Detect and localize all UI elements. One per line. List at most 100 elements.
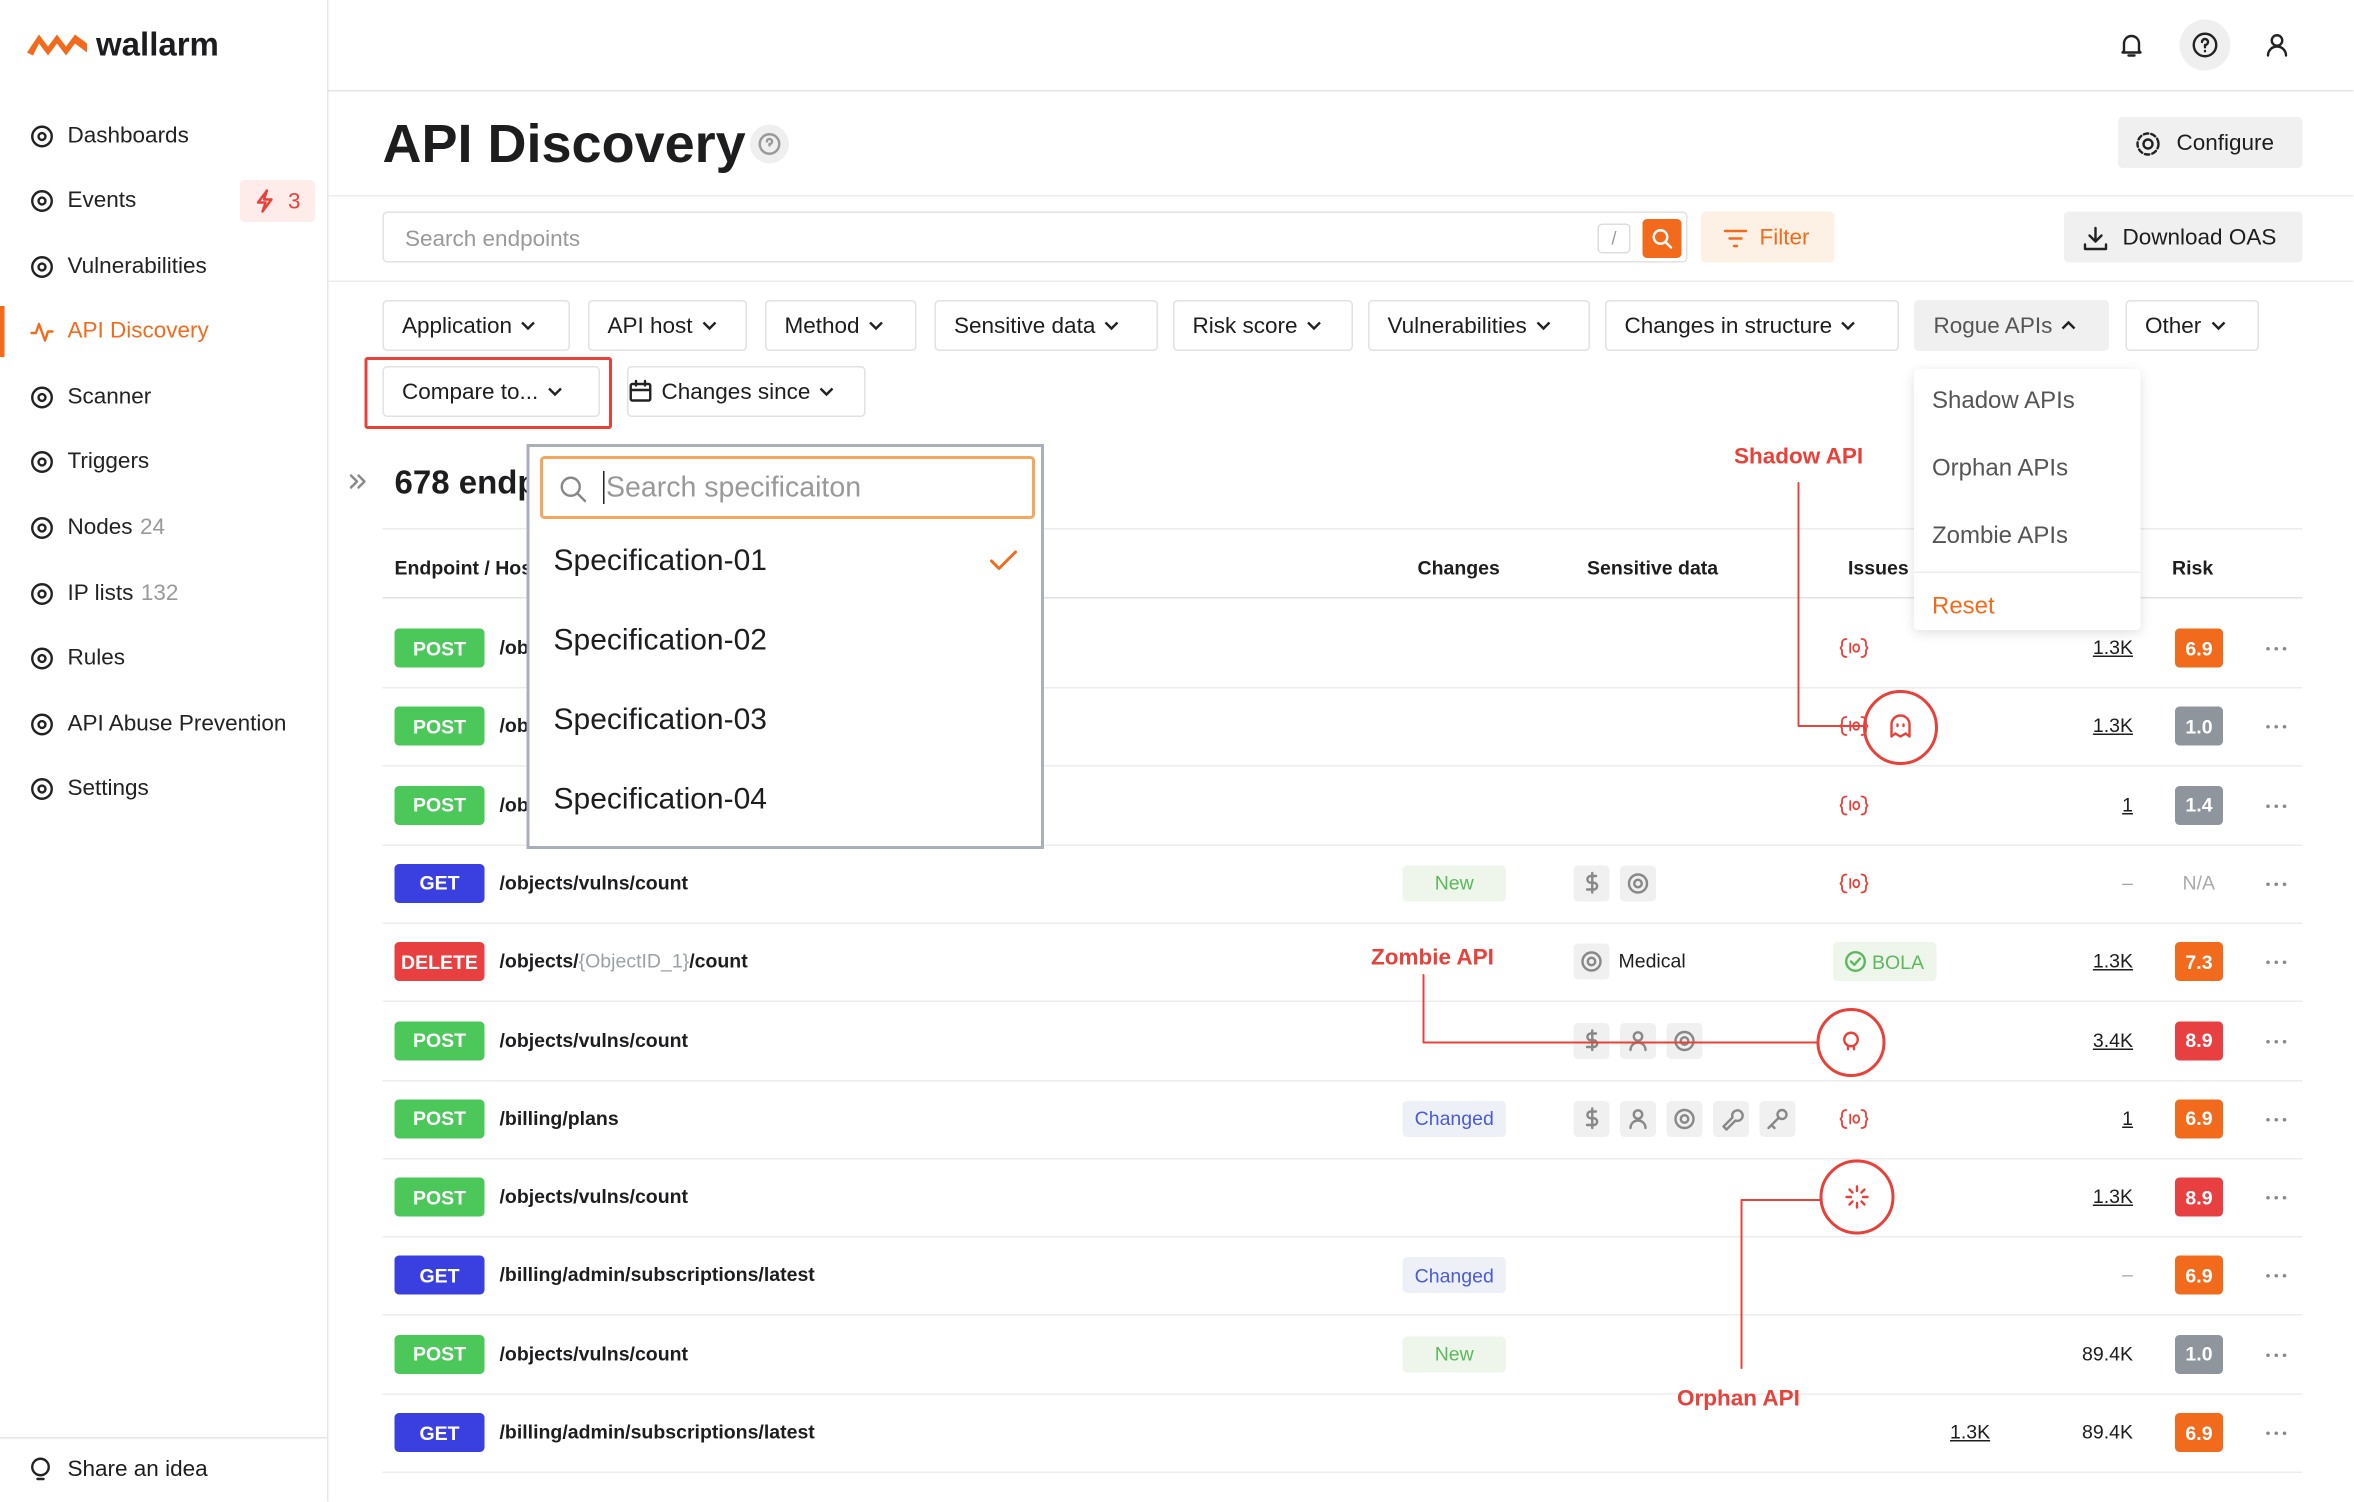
- search-button[interactable]: [1642, 219, 1682, 258]
- rogue-option[interactable]: Zombie APIs: [1932, 523, 2069, 549]
- nav-label: Vulnerabilities: [67, 253, 207, 279]
- icon: [1722, 1108, 1744, 1131]
- spec-option[interactable]: Specification-02: [553, 624, 767, 657]
- path-segment: {ObjectID_1}: [578, 949, 690, 973]
- more-icon: [2266, 725, 2287, 729]
- events-badge: 3: [240, 180, 315, 222]
- rogue-option[interactable]: Shadow APIs: [1932, 388, 2075, 414]
- icon: [1674, 1030, 1695, 1051]
- nav-item[interactable]: Settings: [68, 777, 149, 800]
- icon: [1627, 873, 1649, 894]
- endpoint-path[interactable]: /objects/vulns/count: [500, 1344, 689, 1364]
- icon: [1581, 951, 1602, 972]
- column-header: Sensitive data: [1587, 556, 1719, 579]
- nav-item[interactable]: Nodes 24: [68, 516, 166, 539]
- nav-item[interactable]: Triggers: [68, 450, 150, 473]
- change-badge: New: [1402, 1336, 1506, 1373]
- nav-icon: [31, 517, 53, 539]
- hits: 1.3K: [2092, 714, 2133, 737]
- nav-count: 132: [140, 580, 179, 606]
- nav-item[interactable]: API Discovery: [68, 320, 209, 343]
- filter-dropdown[interactable]: Vulnerabilities: [1368, 300, 1590, 351]
- chevron: [1536, 321, 1551, 331]
- caret: [603, 471, 605, 504]
- nav-label: IP lists: [67, 580, 134, 606]
- spec-search[interactable]: Search specificaiton: [540, 456, 1035, 519]
- reset-option[interactable]: Reset: [1932, 594, 1995, 620]
- method-badge: POST: [394, 1020, 485, 1060]
- idea-icon: [31, 1457, 50, 1481]
- endpoint-path[interactable]: /objects/{ObjectID_1}/count: [500, 951, 748, 971]
- spec-option[interactable]: Specification-01: [553, 544, 767, 578]
- icon: [1674, 1108, 1695, 1129]
- more-icon: [2266, 1196, 2287, 1200]
- hits: 1.3K: [2092, 1185, 2133, 1208]
- filter-dropdown[interactable]: Changes in structure: [1605, 300, 1899, 351]
- method-badge: POST: [394, 706, 485, 746]
- changes-since-label: Changes since: [661, 378, 811, 405]
- changes-since-dropdown[interactable]: Changes since: [627, 366, 866, 417]
- method-badge: GET: [394, 863, 485, 903]
- compare-dropdown[interactable]: Compare to...: [382, 366, 600, 417]
- filter-dropdown[interactable]: Rogue APIs: [1914, 300, 2109, 351]
- configure-button[interactable]: Configure: [2118, 117, 2303, 168]
- filter-dropdown[interactable]: Other: [2125, 300, 2259, 351]
- row-divider: [382, 1079, 2303, 1081]
- nav-count: 24: [140, 514, 166, 540]
- rogue-option[interactable]: Orphan APIs: [1932, 456, 2069, 482]
- nav-item[interactable]: Dashboards: [68, 125, 189, 148]
- filter-dropdown[interactable]: Method: [765, 300, 917, 351]
- topbar-divider: [328, 90, 2354, 92]
- logo-mark: [27, 34, 87, 56]
- filter-dropdown[interactable]: API host: [588, 300, 747, 351]
- endpoint-path[interactable]: /billing/admin/subscriptions/latest: [500, 1265, 815, 1285]
- endpoint-path[interactable]: /billing/admin/subscriptions/latest: [500, 1422, 815, 1442]
- nav-label: Events: [67, 187, 137, 213]
- annotation: Shadow API: [1734, 444, 1864, 470]
- calendar-icon: [629, 379, 652, 402]
- nav-item[interactable]: API Abuse Prevention: [68, 713, 287, 736]
- share-idea[interactable]: Share an idea: [67, 1456, 208, 1482]
- nav-item[interactable]: Rules: [68, 647, 126, 670]
- issue-badge[interactable]: BOLA: [1833, 942, 1937, 982]
- filter-label: Other: [2145, 312, 2202, 339]
- nav-label: Triggers: [67, 448, 150, 474]
- endpoint-path[interactable]: /objects/vulns/count: [500, 873, 689, 893]
- filter-dropdown[interactable]: Application: [382, 300, 570, 351]
- help-icon: [2192, 32, 2218, 58]
- endpoint-path[interactable]: /billing/plans: [500, 1108, 619, 1128]
- orphan-icon: [1845, 1185, 1869, 1209]
- icon: [1629, 1108, 1647, 1129]
- chevron: [2210, 321, 2225, 331]
- search-placeholder: Search endpoints: [405, 226, 581, 252]
- spec-option[interactable]: Specification-03: [553, 703, 767, 737]
- endpoint-path[interactable]: /objects/vulns/count: [500, 1187, 689, 1207]
- column-header: Risk: [2172, 556, 2214, 579]
- chevron: [820, 387, 834, 397]
- risk-badge: 6.9: [2175, 1413, 2223, 1452]
- hits: –: [2122, 1263, 2133, 1287]
- endpoint-path[interactable]: /objects/vulns/count: [500, 1030, 689, 1050]
- nav-item[interactable]: Vulnerabilities: [68, 255, 207, 278]
- filter-button[interactable]: Filter: [1701, 211, 1835, 263]
- search-box[interactable]: Search endpoints /: [382, 211, 1688, 263]
- filter-dropdown[interactable]: Risk score: [1173, 300, 1353, 351]
- download-button[interactable]: Download OAS: [2064, 211, 2303, 263]
- method-badge: POST: [394, 628, 485, 668]
- spec-option[interactable]: Specification-04: [553, 783, 767, 816]
- path-segment: /objects/: [499, 949, 579, 973]
- row-divider: [382, 1471, 2303, 1473]
- method-badge: POST: [394, 1334, 485, 1374]
- filter-dropdown[interactable]: Sensitive data: [934, 300, 1158, 351]
- nav-item[interactable]: Events: [68, 189, 137, 212]
- sensitive-icon: [1620, 1100, 1656, 1137]
- hits: 1: [2122, 1106, 2133, 1130]
- hits: 89.4K: [2082, 1342, 2133, 1365]
- sensitive-icon: [1713, 1100, 1749, 1137]
- nav-item[interactable]: IP lists 132: [68, 582, 179, 605]
- api-issue-icon: [1839, 794, 1869, 815]
- risk-badge: 8.9: [2175, 1020, 2223, 1060]
- method-badge: GET: [394, 1256, 485, 1296]
- nav-icon: [31, 647, 53, 670]
- nav-item[interactable]: Scanner: [68, 386, 152, 409]
